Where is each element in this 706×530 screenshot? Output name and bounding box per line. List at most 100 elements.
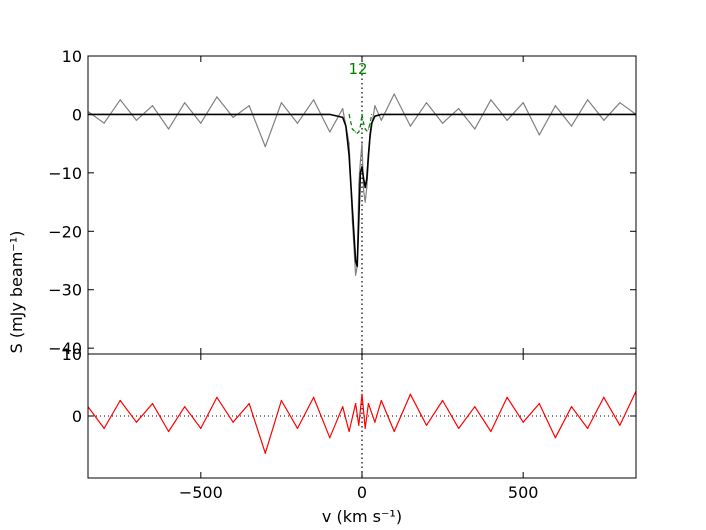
data-point-residual xyxy=(474,406,476,408)
data-point-data xyxy=(587,99,589,101)
series-component-1 xyxy=(348,114,363,134)
data-point-residual xyxy=(167,430,170,433)
y-tick-label: 0 xyxy=(72,105,82,124)
data-point-data xyxy=(364,201,366,203)
component-label: 2 xyxy=(358,60,368,78)
data-point-data xyxy=(474,128,476,130)
data-point-model xyxy=(393,113,395,116)
data-point-data xyxy=(538,134,540,136)
data-point-data xyxy=(342,107,344,110)
series-data xyxy=(88,93,636,276)
data-point-component-2 xyxy=(371,113,373,116)
data-point-data xyxy=(522,102,524,104)
data-point-component-1 xyxy=(351,128,353,130)
data-point-residual xyxy=(200,427,202,429)
data-point-data xyxy=(329,131,331,133)
data-point-residual xyxy=(441,399,444,402)
data-point-residual xyxy=(374,421,376,423)
data-point-model xyxy=(329,113,331,116)
data-point-residual xyxy=(329,437,331,439)
data-point-model xyxy=(364,186,366,189)
data-point-data xyxy=(151,105,154,107)
data-point-residual xyxy=(135,421,137,423)
data-point-data xyxy=(216,96,218,98)
data-point-data xyxy=(409,125,411,127)
y-tick-label: −30 xyxy=(48,281,82,300)
data-point-residual xyxy=(313,396,315,398)
data-point-residual xyxy=(364,427,366,429)
data-point-residual xyxy=(184,406,186,408)
data-point-residual xyxy=(490,430,492,433)
data-point-residual xyxy=(538,403,540,405)
data-point-model xyxy=(342,116,344,118)
data-point-data xyxy=(506,119,508,121)
data-point-residual xyxy=(119,399,121,402)
data-point-data xyxy=(135,119,137,121)
data-point-residual xyxy=(619,424,621,426)
data-point-residual xyxy=(354,403,357,405)
data-point-data xyxy=(570,125,573,127)
component-labels: 12 xyxy=(348,60,367,78)
x-axis-label: v (km s⁻¹) xyxy=(322,507,402,526)
data-point-data xyxy=(296,122,299,124)
data-point-residual xyxy=(151,403,154,405)
data-point-residual xyxy=(425,424,428,426)
data-point-residual xyxy=(232,421,234,423)
data-point-data xyxy=(313,99,315,101)
data-point-model xyxy=(351,207,353,209)
data-point-model xyxy=(358,219,360,221)
data-point-residual xyxy=(393,430,395,433)
data-point-model xyxy=(374,115,376,117)
data-point-component-2 xyxy=(369,122,371,124)
component-label: 1 xyxy=(348,60,358,78)
data-point-data xyxy=(348,143,350,145)
data-point-data xyxy=(425,102,428,104)
plot-area xyxy=(88,354,636,478)
data-point-component-1 xyxy=(359,125,361,127)
data-point-data xyxy=(167,128,170,130)
y-tick-label: 0 xyxy=(72,407,82,426)
data-point-data xyxy=(363,189,365,191)
x-tick-label: 500 xyxy=(508,483,539,502)
data-point-residual xyxy=(458,427,460,429)
data-point-data xyxy=(354,274,357,276)
data-point-residual xyxy=(367,403,370,405)
data-point-model xyxy=(348,154,350,156)
residual-panel: 0 10 −500 0 500 xyxy=(62,345,637,502)
y-tick-label: −10 xyxy=(48,164,82,183)
data-point-residual xyxy=(380,399,382,402)
data-point-model xyxy=(345,125,347,127)
data-point-model xyxy=(354,259,357,262)
data-point-data xyxy=(619,102,621,104)
data-point-data xyxy=(374,105,376,107)
data-point-data xyxy=(119,99,121,101)
y-tick-label: −40 xyxy=(48,339,82,358)
data-point-component-1 xyxy=(356,132,358,134)
data-point-residual xyxy=(506,396,508,398)
data-point-residual xyxy=(409,393,411,395)
data-point-data xyxy=(358,183,360,186)
plot-area xyxy=(88,56,636,354)
data-point-component-1 xyxy=(354,131,357,133)
y-axis-label: S (mJy beam⁻¹) xyxy=(7,231,26,354)
data-point-component-1 xyxy=(358,131,360,133)
spectrum-panel: −40 −30 −20 −10 0 10 12 xyxy=(48,47,637,358)
data-point-residual xyxy=(348,430,350,433)
y-tick-label: −20 xyxy=(48,222,82,241)
data-point-residual xyxy=(342,406,344,408)
data-point-data xyxy=(554,105,557,107)
x-tick-label: −500 xyxy=(179,483,223,502)
data-point-data xyxy=(103,122,105,124)
data-point-data xyxy=(603,119,605,121)
data-point-residual xyxy=(280,399,283,402)
data-point-component-2 xyxy=(366,130,368,132)
data-point-model xyxy=(356,265,358,267)
data-point-residual xyxy=(264,452,266,454)
data-point-data xyxy=(280,102,283,104)
data-point-data xyxy=(366,186,368,189)
data-point-model xyxy=(359,172,361,174)
data-point-data xyxy=(490,99,492,101)
data-point-data xyxy=(248,105,250,107)
y-tick-label: 10 xyxy=(62,47,82,66)
